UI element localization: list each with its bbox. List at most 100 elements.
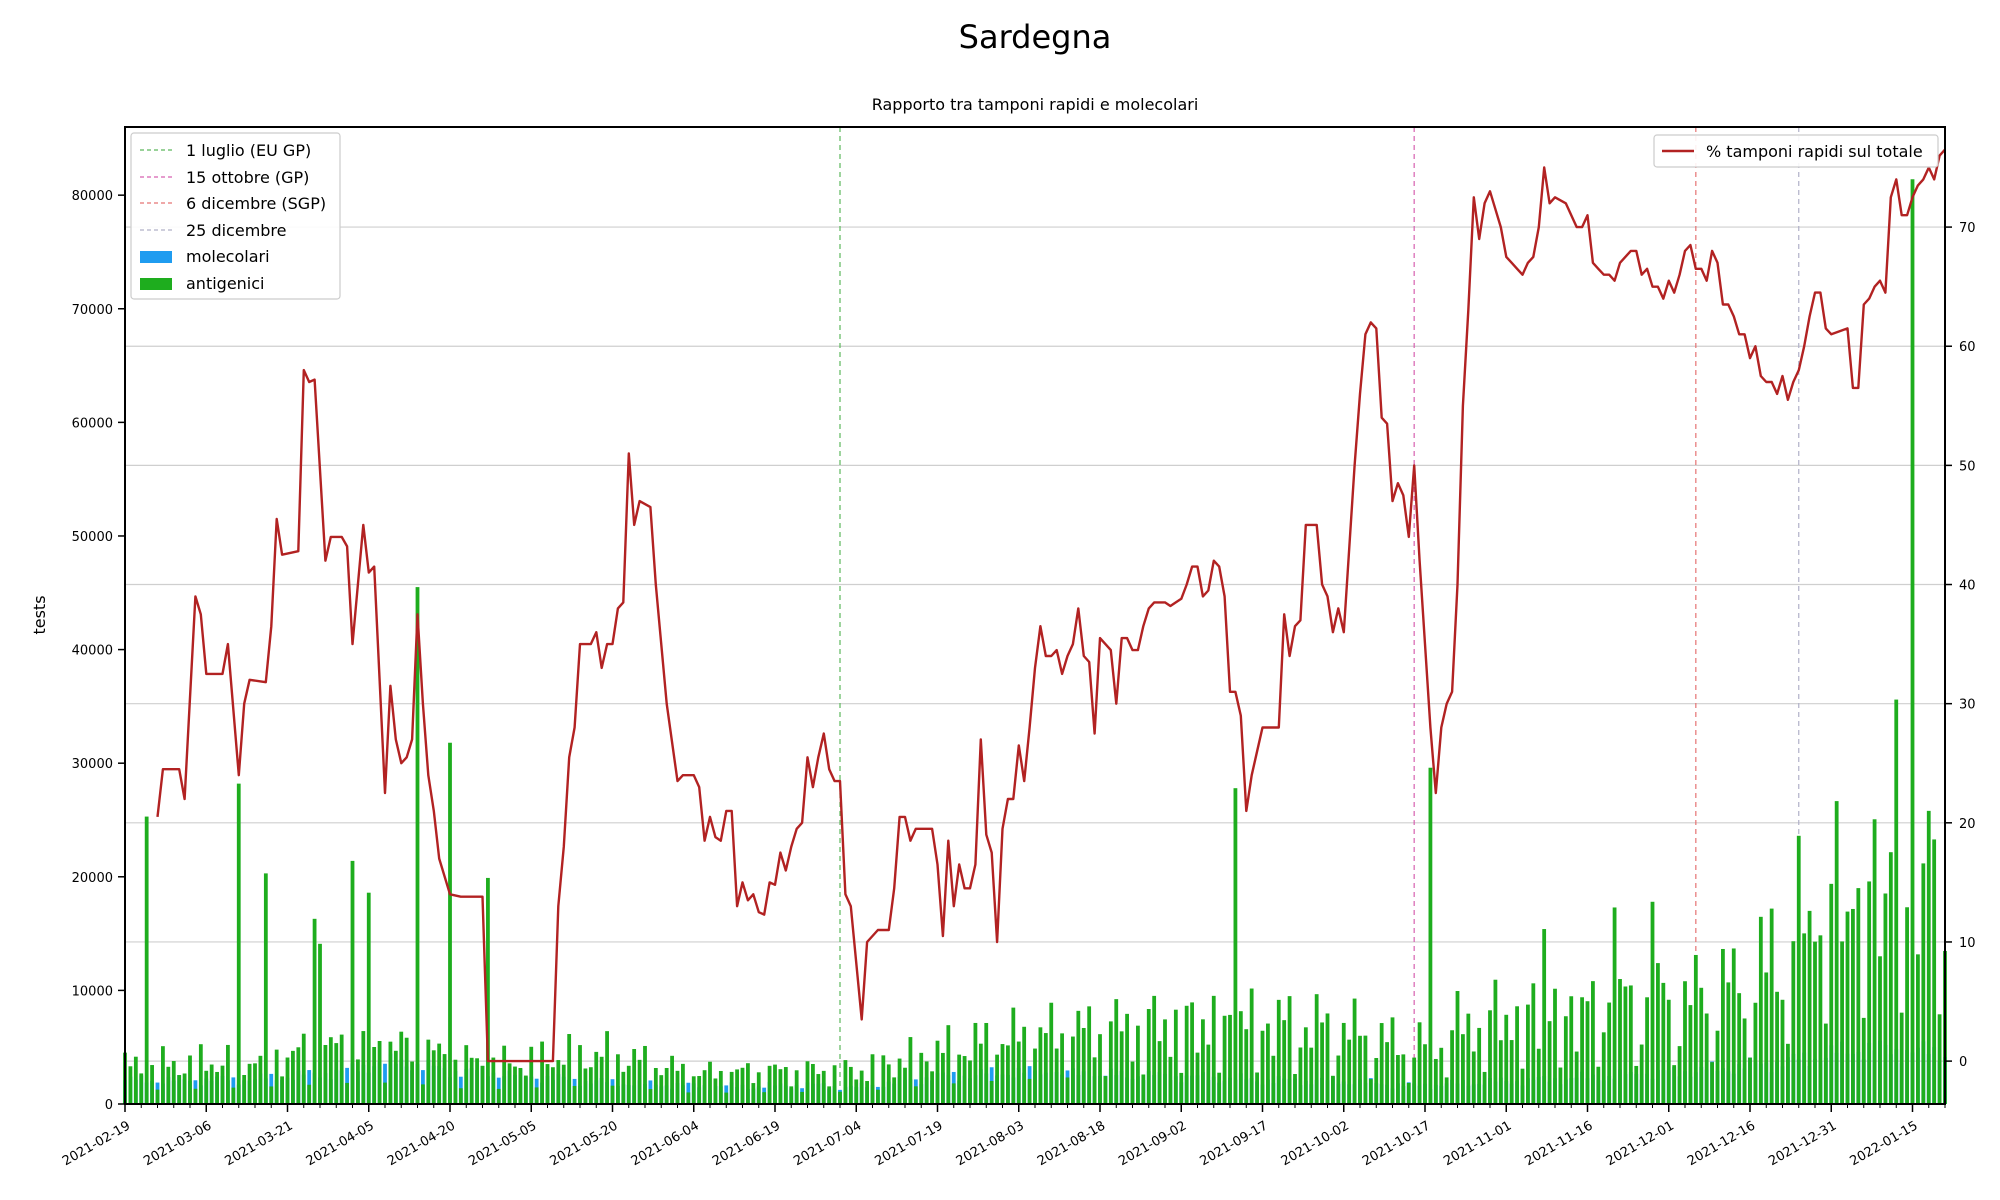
antigenici-bar	[1634, 1065, 1639, 1104]
antigenici-bar	[1152, 995, 1157, 1104]
antigenici-bar	[1022, 1026, 1027, 1104]
antigenici-bar	[1558, 1067, 1563, 1104]
antigenici-bar	[1439, 1047, 1444, 1104]
antigenici-bar	[1926, 810, 1931, 1104]
antigenici-bar	[1266, 1023, 1270, 1104]
antigenici-bar	[1580, 997, 1584, 1104]
antigenici-bar	[534, 1087, 539, 1104]
antigenici-bar	[1076, 1010, 1081, 1104]
antigenici-bar	[1921, 863, 1926, 1104]
antigenici-bar	[740, 1067, 745, 1104]
antigenici-bar	[1228, 1014, 1232, 1104]
antigenici-bar	[1163, 1019, 1167, 1104]
y-tick-label: 80000	[72, 189, 113, 204]
antigenici-bar	[610, 1085, 615, 1104]
antigenici-bar	[973, 1022, 978, 1104]
antigenici-bar	[1433, 1058, 1438, 1104]
antigenici-bar	[783, 1067, 788, 1104]
antigenici-bar	[1000, 1044, 1005, 1104]
antigenici-bar	[778, 1069, 783, 1104]
antigenici-bar	[1796, 835, 1801, 1104]
antigenici-bar	[274, 1049, 279, 1104]
y2-tick-label: 0	[1959, 1055, 1967, 1070]
antigenici-bar	[1536, 1048, 1541, 1104]
grid	[125, 226, 1945, 1062]
legend-label-antigenici: antigenici	[186, 274, 265, 293]
chart-title: Sardegna	[959, 18, 1112, 56]
antigenici-bar	[1916, 954, 1920, 1104]
antigenici-bar	[561, 1064, 566, 1104]
antigenici-bar	[442, 1054, 447, 1104]
antigenici-bar	[756, 1072, 761, 1104]
antigenici-bar	[1607, 1002, 1612, 1104]
legend-right-frame	[1653, 134, 1939, 168]
antigenici-bar	[567, 1034, 572, 1104]
antigenici-bar	[670, 1055, 674, 1104]
antigenici-bar	[637, 1059, 642, 1104]
antigenici-bar	[431, 1050, 436, 1104]
antigenici-bar	[1807, 910, 1812, 1104]
antigenici-bar	[1574, 1051, 1579, 1104]
antigenici-bar	[1905, 907, 1909, 1104]
antigenici-bar	[361, 1031, 366, 1104]
antigenici-bar	[1851, 908, 1855, 1104]
antigenici-bar	[1412, 1057, 1417, 1104]
x-tick-label: 2021-03-21	[223, 1118, 296, 1169]
antigenici-bar	[578, 1045, 582, 1104]
antigenici-bar	[1179, 1072, 1184, 1104]
x-tick-label: 2022-01-15	[1848, 1118, 1921, 1169]
antigenici-bar	[1482, 1071, 1487, 1104]
antigenici-bar	[280, 1076, 284, 1104]
antigenici-bar	[708, 1061, 712, 1104]
antigenici-bar	[1704, 1013, 1709, 1104]
antigenici-bar	[729, 1071, 734, 1104]
antigenici-bar	[1650, 901, 1655, 1104]
antigenici-bar	[556, 1060, 561, 1104]
antigenici-bar	[903, 1067, 907, 1104]
antigenici-bar	[415, 587, 420, 1104]
antigenici-bar	[1645, 997, 1649, 1104]
antigenici-bar	[529, 1046, 534, 1104]
x-tick-label: 2021-12-01	[1604, 1118, 1677, 1169]
antigenici-bar	[1477, 1027, 1482, 1104]
antigenici-bar	[1715, 1030, 1720, 1104]
antigenici-bar	[1531, 983, 1536, 1104]
antigenici-bar	[697, 1076, 702, 1104]
antigenici-bar	[1195, 1052, 1200, 1104]
antigenici-bar	[1683, 981, 1687, 1104]
antigenici-bar	[1628, 985, 1633, 1104]
x-tick-label: 2021-04-05	[304, 1118, 377, 1169]
antigenici-bar	[854, 1079, 859, 1104]
antigenici-bar	[572, 1085, 577, 1104]
y-axis-label: tests	[30, 595, 49, 634]
antigenici-bar	[1314, 994, 1319, 1104]
antigenici-bar	[1038, 1027, 1043, 1104]
antigenici-bar	[1861, 1017, 1866, 1104]
antigenici-bar	[258, 1055, 263, 1104]
legend-label-pct: % tamponi rapidi sul totale	[1706, 142, 1923, 161]
x-tick-label: 2021-08-18	[1035, 1118, 1108, 1169]
antigenici-bar	[1146, 1009, 1151, 1104]
antigenici-bar	[307, 1084, 312, 1104]
antigenici-bar	[794, 1070, 799, 1104]
antigenici-bar	[957, 1054, 962, 1104]
antigenici-bar	[1103, 1076, 1108, 1104]
antigenici-bar	[1016, 1041, 1021, 1104]
antigenici-bar	[1493, 979, 1498, 1104]
antigenici-bar	[1071, 1036, 1075, 1104]
antigenici-bar	[588, 1067, 593, 1104]
y-tick-label: 10000	[72, 984, 113, 999]
antigenici-bar	[1764, 972, 1769, 1104]
antigenici-bar	[209, 1064, 214, 1104]
antigenici-bar	[188, 1055, 192, 1104]
x-tick-label: 2021-10-02	[1279, 1118, 1352, 1169]
antigenici-bar	[1352, 998, 1357, 1104]
antigenici-bar	[458, 1088, 463, 1104]
antigenici-bar	[1894, 699, 1899, 1104]
antigenici-bar	[128, 1066, 133, 1104]
antigenici-bar	[1818, 935, 1823, 1104]
antigenici-bar	[1748, 1057, 1752, 1104]
x-tick-label: 2021-02-19	[60, 1118, 133, 1169]
antigenici-bar	[323, 1044, 328, 1104]
antigenici-bar	[978, 1043, 983, 1104]
